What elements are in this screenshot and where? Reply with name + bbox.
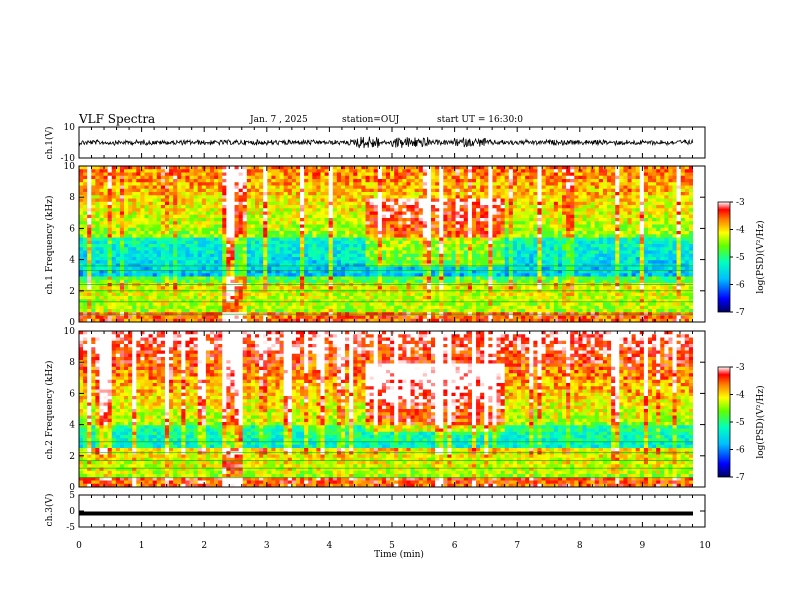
time-tick-label: 8	[577, 541, 583, 551]
ch1-spectrogram-ytick-label: 4	[69, 256, 75, 266]
colorbar-tick-label: -5	[736, 418, 745, 428]
ch1-spectrogram-ytick-label: 10	[64, 162, 76, 172]
time-axis: 0 1 2 3 4 5 6 7 8 9 10	[76, 541, 711, 551]
time-tick-label: 10	[699, 541, 711, 551]
colorbar-tick-label: -6	[736, 446, 745, 456]
figure-title: VLF Spectra	[78, 112, 155, 126]
colorbar-tick-label: -3	[736, 198, 745, 208]
time-tick-label: 5	[389, 541, 395, 551]
ch1-spectrogram-ytick-label: 8	[69, 193, 75, 203]
ch1-spectrogram-ytick-label: 6	[69, 224, 75, 234]
ch1-waveform-trace	[78, 136, 694, 149]
time-tick-label: 4	[327, 541, 333, 551]
ch2-spectrogram-ytick-label: 8	[69, 358, 75, 368]
time-tick-label: 7	[514, 541, 520, 551]
ch1-waveform-panel: 10 -10	[61, 123, 706, 164]
ch2-spectrogram-ytick-label: 0	[69, 483, 75, 493]
ch2-colorbar-label: log(PSD)(V²/Hz)	[755, 385, 766, 458]
ch2-spectrogram-ytick-label: 10	[64, 327, 76, 337]
time-axis-label: Time (min)	[374, 549, 424, 560]
colorbar-tick-label: -4	[736, 226, 745, 236]
ch1-colorbar-label: log(PSD)(V²/Hz)	[755, 220, 766, 293]
time-tick-label: 9	[640, 541, 646, 551]
colorbar-tick-label: -7	[736, 308, 745, 318]
ch1-waveform-ytick-label: 10	[64, 123, 76, 133]
colorbar-tick-label: -6	[736, 281, 745, 291]
ch2-spectrogram-ytick-label: 4	[69, 421, 75, 431]
ch1-spectrogram-image	[79, 166, 694, 323]
colorbar-tick-label: -3	[736, 363, 745, 373]
ch1-colorbar: log(PSD)(V²/Hz) -3 -4 -5 -6 -7	[717, 198, 766, 318]
colorbar-tick-label: -5	[736, 253, 745, 263]
ch3-waveform-ytick-label: -5	[66, 523, 75, 533]
ch3-waveform-panel: 5 0 -5	[66, 491, 706, 533]
time-tick-label: 0	[76, 541, 82, 551]
ch2-frequency-ylabel: ch.2 Frequency (kHz)	[44, 361, 55, 460]
colorbar-tick-label: -4	[736, 391, 745, 401]
ch1-frequency-ylabel: ch.1 Frequency (kHz)	[44, 196, 55, 295]
ch2-colorbar: log(PSD)(V²/Hz) -3 -4 -5 -6 -7	[717, 363, 766, 483]
time-tick-label: 3	[264, 541, 270, 551]
ch1-voltage-ylabel: ch.1(V)	[44, 127, 55, 160]
date-label: Jan. 7 , 2025	[249, 115, 308, 125]
time-tick-label: 6	[452, 541, 458, 551]
ch1-spectrogram-ytick-label: 0	[69, 318, 75, 328]
colorbar-tick-label: -7	[736, 473, 745, 483]
ch2-spectrogram-ytick-label: 6	[69, 389, 75, 399]
ch1-spectrogram-ytick-label: 2	[69, 287, 75, 297]
ch1-waveform-ytick-label: -10	[61, 154, 76, 164]
ch2-spectrogram-ytick-label: 2	[69, 452, 75, 462]
ch1-spectrogram-panel: 0 2 4 6 8 10	[64, 162, 706, 328]
station-label: station=OUJ	[342, 115, 400, 125]
time-tick-label: 1	[139, 541, 145, 551]
ch2-spectrogram-image	[79, 331, 694, 488]
ch3-waveform-ytick-label: 5	[69, 491, 75, 501]
ch2-spectrogram-panel: 0 2 4 6 8 10	[64, 327, 706, 493]
time-tick-label: 2	[201, 541, 207, 551]
ch3-waveform-ytick-label: 0	[69, 507, 75, 517]
ch3-voltage-ylabel: ch.3(V)	[44, 494, 55, 527]
start-time-label: start UT = 16:30:0	[437, 115, 523, 125]
